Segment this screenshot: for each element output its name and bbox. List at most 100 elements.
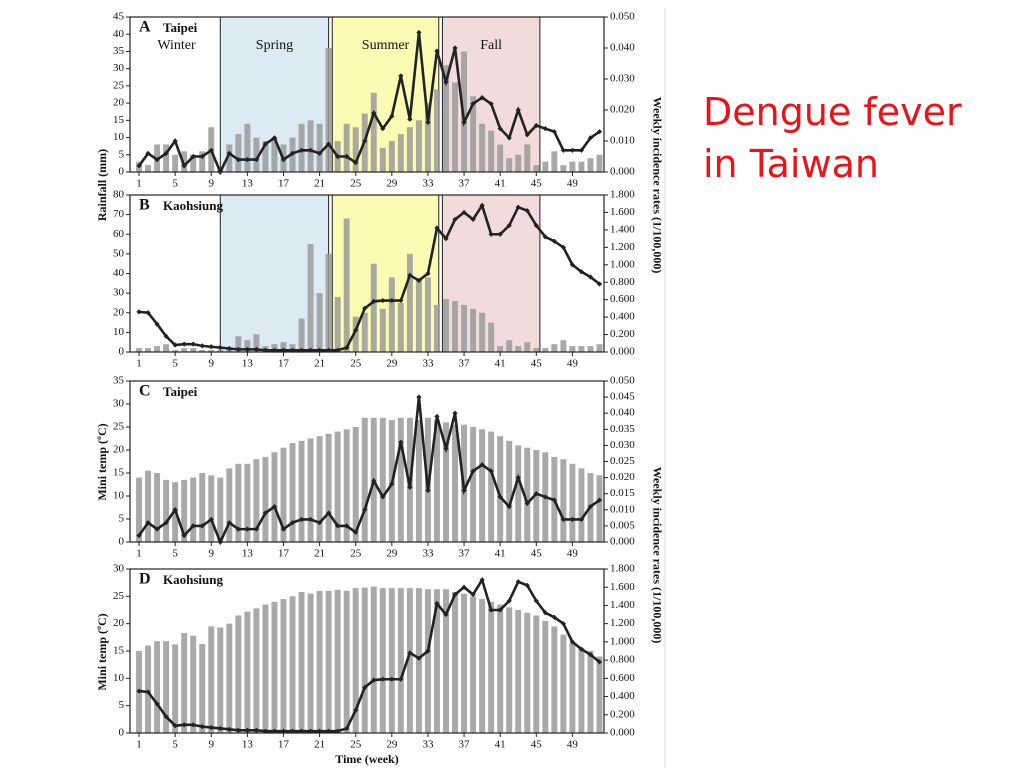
x-tick-label: 1 xyxy=(136,358,142,370)
incidence-marker xyxy=(596,497,603,503)
bar xyxy=(163,479,170,542)
bar xyxy=(506,607,513,733)
incidence-marker xyxy=(235,157,241,163)
y2-tick-label: 0.800 xyxy=(610,654,635,666)
bar xyxy=(506,340,513,352)
bar xyxy=(199,643,206,733)
incidence-marker xyxy=(154,321,160,327)
x-tick-label: 45 xyxy=(531,358,543,370)
incidence-marker xyxy=(226,520,232,526)
bar xyxy=(379,417,386,542)
incidence-marker xyxy=(398,439,404,445)
incidence-marker xyxy=(497,607,503,613)
bar xyxy=(136,348,143,352)
incidence-marker xyxy=(235,526,241,532)
incidence-marker xyxy=(461,584,467,590)
incidence-marker xyxy=(344,523,350,529)
bar xyxy=(262,456,269,542)
incidence-marker xyxy=(488,231,494,237)
incidence-marker xyxy=(380,494,386,500)
y2-tick-label: 0.040 xyxy=(610,42,635,54)
y-tick-label: 25 xyxy=(113,590,125,602)
incidence-marker xyxy=(488,607,494,613)
bar xyxy=(424,589,431,733)
bar xyxy=(226,144,233,172)
y-tick-label: 15 xyxy=(113,467,125,479)
bar xyxy=(542,161,549,172)
bar xyxy=(316,123,323,172)
incidence-marker xyxy=(569,516,575,523)
incidence-marker xyxy=(317,520,323,526)
bar xyxy=(280,342,287,352)
incidence-marker xyxy=(362,684,368,691)
incidence-marker xyxy=(506,598,512,604)
incidence-marker xyxy=(596,659,603,665)
incidence-marker xyxy=(569,262,575,268)
bar xyxy=(569,346,576,352)
bar xyxy=(181,479,188,542)
bar xyxy=(433,89,440,172)
incidence-marker xyxy=(154,701,160,707)
bar xyxy=(524,612,531,733)
incidence-marker xyxy=(344,345,350,351)
incidence-marker xyxy=(199,343,205,349)
x-tick-label: 9 xyxy=(209,358,215,370)
bar xyxy=(596,656,603,733)
y2-tick-label: 0.200 xyxy=(610,328,635,340)
y-axis-label: Mini temp (ºC) xyxy=(95,423,109,500)
incidence-marker xyxy=(317,150,323,156)
incidence-marker xyxy=(524,132,530,138)
bar xyxy=(370,92,377,172)
incidence-marker xyxy=(569,147,575,153)
incidence-marker xyxy=(145,520,151,526)
bar xyxy=(497,144,504,172)
bar xyxy=(199,350,206,352)
x-tick-label: 1 xyxy=(136,548,142,560)
bar xyxy=(424,277,431,352)
y2-tick-label: 1.600 xyxy=(610,206,635,218)
bar xyxy=(190,477,197,542)
incidence-marker xyxy=(452,45,458,51)
incidence-marker xyxy=(199,724,205,730)
x-tick-label: 9 xyxy=(209,178,215,190)
y2-axis-label: Weekly incidence rates (1/100,000) xyxy=(650,97,664,274)
y-tick-label: 5 xyxy=(119,513,125,525)
y2-tick-label: 0.010 xyxy=(610,135,635,147)
x-tick-label: 37 xyxy=(459,548,471,560)
incidence-marker xyxy=(280,157,287,163)
x-tick-label: 25 xyxy=(350,358,362,370)
incidence-marker xyxy=(398,73,404,79)
bar xyxy=(388,277,395,352)
bar xyxy=(524,447,531,542)
incidence-marker xyxy=(407,650,413,656)
incidence-marker xyxy=(371,298,377,305)
incidence-marker xyxy=(578,269,585,275)
bar xyxy=(208,626,215,733)
incidence-marker xyxy=(208,147,214,153)
incidence-marker xyxy=(587,652,594,658)
x-tick-label: 25 xyxy=(350,178,362,190)
incidence-marker xyxy=(307,147,314,153)
x-tick-label: 33 xyxy=(422,358,434,370)
y-tick-label: 0 xyxy=(119,727,125,739)
x-tick-label: 9 xyxy=(209,548,215,560)
bar xyxy=(289,443,296,542)
y-tick-label: 35 xyxy=(113,375,125,387)
season-label: Spring xyxy=(256,38,293,53)
bar xyxy=(578,648,585,733)
y2-tick-label: 1.600 xyxy=(610,581,635,593)
incidence-marker xyxy=(479,95,485,101)
bar xyxy=(488,601,495,733)
bar xyxy=(145,470,152,542)
y-tick-label: 15 xyxy=(113,114,125,126)
bar xyxy=(506,440,513,542)
bar xyxy=(560,634,567,733)
incidence-marker xyxy=(524,582,530,588)
incidence-marker xyxy=(163,714,169,720)
bar xyxy=(406,253,413,352)
incidence-marker xyxy=(289,150,296,156)
bar xyxy=(136,477,143,542)
panel-letter: C xyxy=(139,383,151,400)
bar xyxy=(163,144,170,172)
